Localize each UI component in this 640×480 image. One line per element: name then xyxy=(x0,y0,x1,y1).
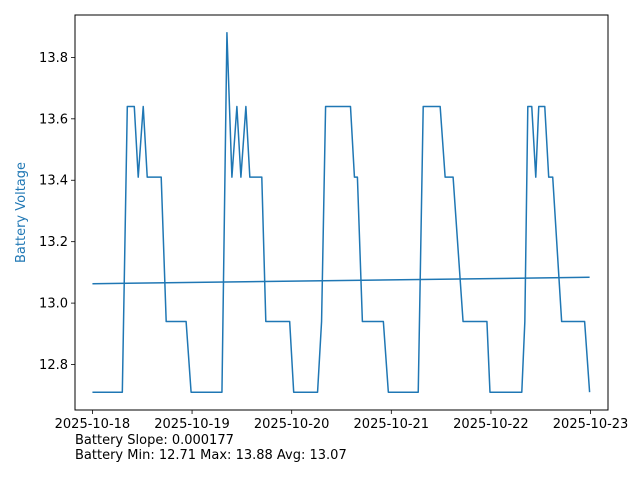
x-tick-label: 2025-10-18 xyxy=(55,417,131,432)
x-tick-label: 2025-10-19 xyxy=(154,417,230,432)
x-tick-label: 2025-10-21 xyxy=(354,417,430,432)
battery-range-text: Battery Min: 12.71 Max: 13.88 Avg: 13.07 xyxy=(75,448,347,463)
battery-voltage-line xyxy=(92,32,591,393)
plot-frame xyxy=(74,14,609,411)
y-axis-label: Battery Voltage xyxy=(14,162,29,263)
x-tick-label: 2025-10-20 xyxy=(254,417,330,432)
y-tick-label: 13.2 xyxy=(39,235,68,250)
series-layer xyxy=(92,32,591,393)
y-tick-label: 13.8 xyxy=(39,51,68,66)
ticks-layer: 2025-10-18 2025-10-19 2025-10-20 2025-10-21… xyxy=(39,51,628,432)
y-tick-label: 12.8 xyxy=(39,358,68,373)
x-tick-label: 2025-10-23 xyxy=(553,417,629,432)
x-tick-label: 2025-10-22 xyxy=(453,417,529,432)
y-tick-label: 13.4 xyxy=(39,174,68,189)
trend-line xyxy=(92,276,590,285)
battery-slope-text: Battery Slope: 0.000177 xyxy=(75,433,234,448)
y-tick-label: 13.6 xyxy=(39,112,68,127)
y-tick-label: 13.0 xyxy=(39,297,68,312)
stats-block: Battery Slope: 0.000177 Battery Min: 12.… xyxy=(75,433,347,463)
